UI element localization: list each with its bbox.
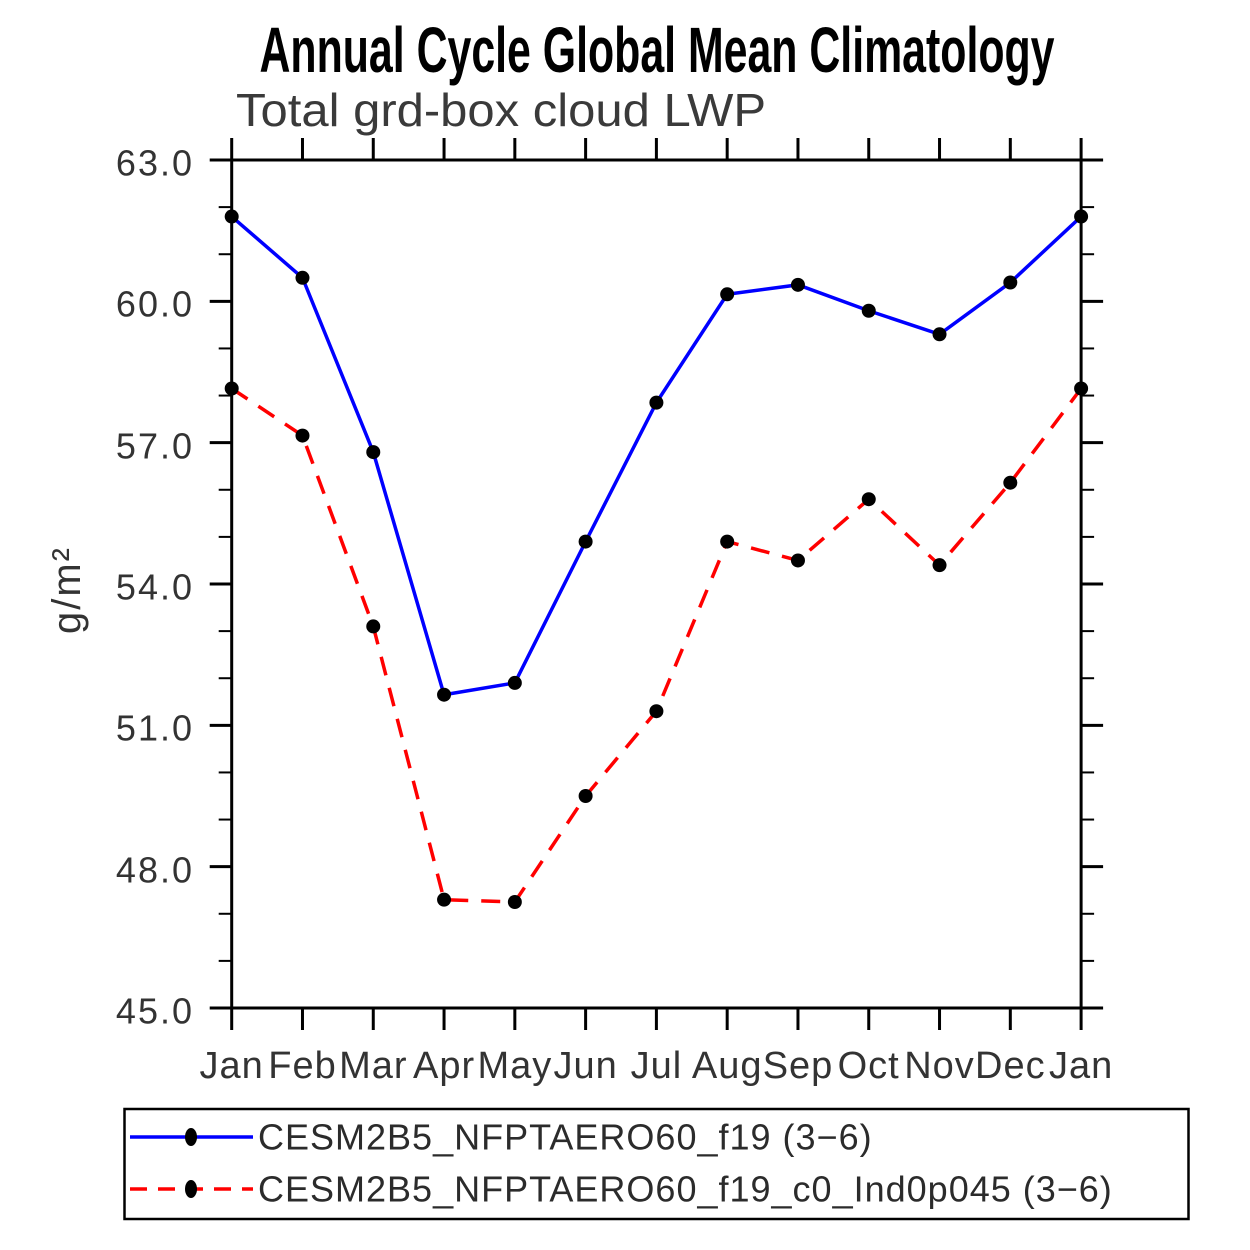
y-tick-label: 54.0	[116, 567, 194, 608]
chart-title: Annual Cycle Global Mean Climatology	[260, 14, 1055, 86]
x-tick-labels: Jan Feb Mar Apr May Jun Jul Aug Sep Oct …	[200, 1045, 1113, 1087]
legend-entry-label: CESM2B5_NFPTAERO60_f19_c0_Ind0p045 (3−6)	[258, 1169, 1113, 1210]
legend-entry-label: CESM2B5_NFPTAERO60_f19 (3−6)	[258, 1117, 873, 1158]
data-point-marker	[1074, 209, 1089, 224]
x-tick-label: Jul	[631, 1045, 683, 1087]
y-tick-label: 48.0	[116, 850, 194, 891]
data-point-marker	[649, 704, 664, 719]
legend-box	[123, 1107, 1190, 1221]
data-series	[224, 209, 1089, 909]
data-point-marker	[1003, 275, 1018, 290]
series-line-0	[230, 215, 1083, 697]
data-point-marker	[437, 687, 452, 702]
y-tick-labels: 63.0 60.0 57.0 54.0 51.0 48.0 45.0	[116, 143, 194, 1032]
x-tick-label: Nov	[904, 1045, 975, 1087]
data-point-marker	[1074, 381, 1089, 396]
data-point-marker	[437, 892, 452, 907]
data-point-marker	[790, 553, 805, 568]
data-point-marker	[649, 395, 664, 410]
x-tick-label: Aug	[692, 1045, 763, 1087]
chart-subtitle: Total grd-box cloud LWP	[236, 84, 766, 136]
data-point-marker	[507, 675, 522, 690]
data-point-marker	[224, 381, 239, 396]
data-point-marker	[720, 534, 735, 549]
data-point-marker	[932, 558, 947, 573]
data-point-marker	[1003, 475, 1018, 490]
legend-marker-icon	[185, 1180, 197, 1198]
plot-frame	[230, 158, 1083, 1010]
data-point-marker	[366, 445, 381, 460]
data-point-marker	[861, 303, 876, 318]
data-point-marker	[295, 428, 310, 443]
legend-marker-icon	[185, 1128, 197, 1146]
data-point-marker	[932, 327, 947, 342]
data-point-marker	[224, 209, 239, 224]
x-tick-label: Mar	[339, 1045, 407, 1087]
data-point-marker	[720, 287, 735, 302]
y-tick-label: 45.0	[116, 991, 194, 1032]
x-tick-label: Jan	[200, 1045, 264, 1087]
legend: CESM2B5_NFPTAERO60_f19 (3−6) CESM2B5_NFP…	[123, 1107, 1190, 1221]
y-tick-label: 51.0	[116, 708, 194, 749]
x-tick-label: Jan	[1049, 1045, 1113, 1087]
data-point-marker	[578, 789, 593, 803]
x-tick-label: Feb	[268, 1045, 336, 1087]
x-tick-label: Dec	[975, 1045, 1046, 1087]
data-point-marker	[507, 895, 522, 909]
x-tick-label: May	[478, 1045, 553, 1087]
data-point-marker	[861, 492, 876, 507]
x-tick-label: Apr	[413, 1045, 475, 1087]
series-line-1	[230, 387, 1083, 904]
data-point-marker	[578, 534, 593, 549]
y-tick-label: 60.0	[116, 284, 194, 325]
x-tick-label: Jun	[553, 1045, 617, 1087]
y-axis-label: g/m²	[45, 546, 89, 634]
data-point-marker	[790, 277, 805, 292]
x-tick-label: Sep	[763, 1045, 834, 1087]
data-point-marker	[366, 619, 381, 634]
data-point-marker	[295, 270, 310, 285]
y-tick-label: 57.0	[116, 426, 194, 467]
y-tick-label: 63.0	[116, 143, 194, 184]
axis-ticks	[209, 138, 1104, 1030]
x-tick-label: Oct	[838, 1045, 900, 1087]
